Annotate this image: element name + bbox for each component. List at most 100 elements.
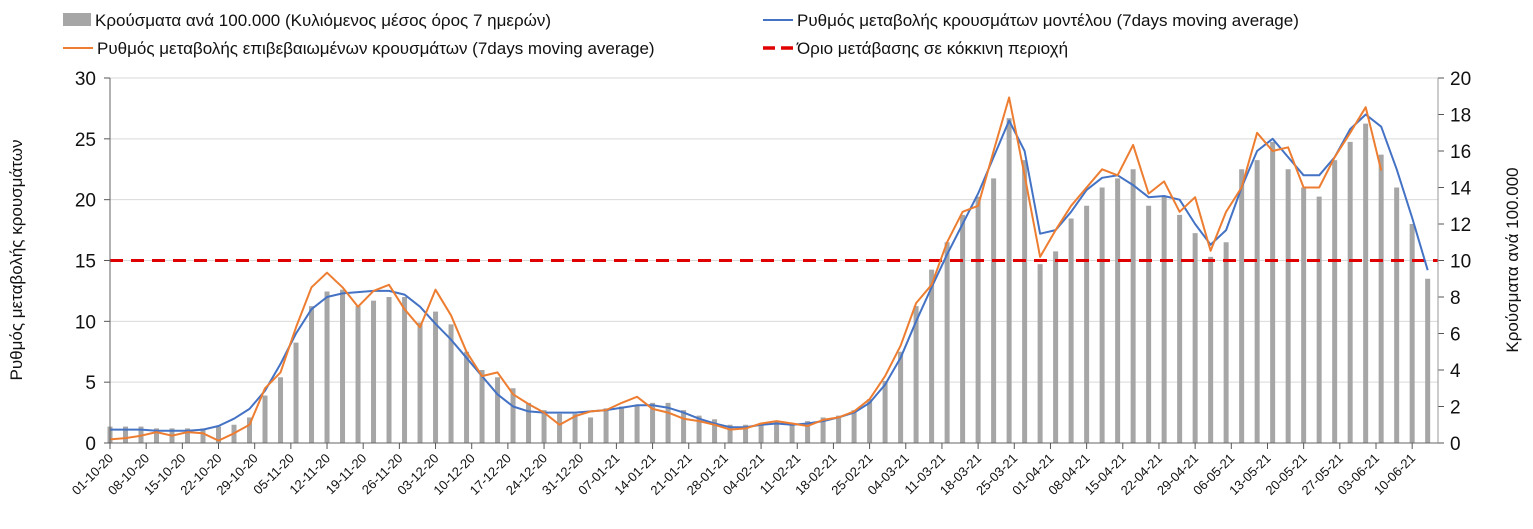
bar-cases bbox=[216, 426, 222, 443]
legend-label-cases: Κρούσματα ανά 100.000 (Κυλιόμενος μέσος … bbox=[95, 11, 551, 30]
bar-cases bbox=[1115, 178, 1121, 443]
bar-cases bbox=[650, 402, 656, 443]
y-right-tick-label: 4 bbox=[1450, 361, 1461, 382]
bar-cases bbox=[293, 342, 299, 443]
bar-cases bbox=[1347, 141, 1353, 443]
bar-cases bbox=[278, 377, 284, 443]
bar-cases bbox=[743, 424, 749, 443]
bar-cases bbox=[944, 242, 950, 443]
bar-cases bbox=[1332, 160, 1338, 443]
y-right-tick-label: 8 bbox=[1450, 288, 1461, 309]
y-axis-left-title: Ρυθμός μεταβολής κρουσμάτων bbox=[7, 140, 26, 381]
y-left-tick-label: 25 bbox=[75, 130, 96, 151]
bar-cases bbox=[1378, 154, 1384, 443]
y-right-tick-label: 20 bbox=[1450, 69, 1471, 90]
bar-cases bbox=[309, 306, 315, 443]
bar-cases bbox=[262, 395, 268, 443]
legend-label-threshold: Όριο μετάβασης σε κόκκινη περιοχή bbox=[796, 39, 1068, 58]
bar-cases bbox=[448, 324, 454, 443]
bar-cases bbox=[1239, 169, 1245, 443]
bar-cases bbox=[1146, 205, 1152, 443]
y-right-tick-label: 18 bbox=[1450, 106, 1471, 127]
bar-cases bbox=[851, 410, 857, 443]
bar-cases bbox=[1254, 160, 1260, 443]
y-right-tick-label: 6 bbox=[1450, 325, 1461, 346]
bar-cases bbox=[758, 422, 764, 443]
bar-cases bbox=[1208, 256, 1214, 443]
bar-cases bbox=[588, 417, 594, 443]
y-left-tick-label: 15 bbox=[75, 252, 96, 273]
y-right-tick-label: 0 bbox=[1450, 434, 1461, 455]
bar-cases bbox=[789, 422, 795, 443]
bar-cases bbox=[991, 178, 997, 443]
bar-cases bbox=[913, 306, 919, 443]
bar-cases bbox=[774, 421, 780, 443]
bar-cases bbox=[975, 196, 981, 443]
bar-cases bbox=[898, 351, 904, 443]
line-series bbox=[109, 96, 1429, 442]
legend-swatch-bar bbox=[63, 13, 91, 26]
bar-cases bbox=[1394, 187, 1400, 443]
bar-cases bbox=[495, 377, 501, 443]
bar-cases bbox=[696, 415, 702, 443]
legend-label-model: Ρυθμός μεταβολής κρουσμάτων μοντέλου (7d… bbox=[797, 11, 1299, 30]
y-right-tick-label: 14 bbox=[1450, 179, 1472, 200]
bar-cases bbox=[123, 426, 129, 443]
bar-cases bbox=[1022, 160, 1028, 443]
bar-cases bbox=[185, 428, 191, 443]
bar-cases bbox=[355, 306, 361, 443]
y-left-tick-label: 5 bbox=[85, 373, 96, 394]
bar-cases bbox=[433, 311, 439, 443]
bar-series-cases bbox=[107, 118, 1431, 444]
bar-cases bbox=[1068, 218, 1074, 443]
bar-cases bbox=[665, 402, 671, 443]
bar-cases bbox=[1409, 224, 1415, 443]
bar-cases bbox=[1130, 169, 1136, 443]
bar-cases bbox=[867, 399, 873, 443]
bar-cases bbox=[634, 404, 640, 443]
bar-cases bbox=[1037, 264, 1043, 443]
bar-cases bbox=[1053, 251, 1059, 443]
bar-cases bbox=[619, 406, 625, 443]
bar-cases bbox=[526, 402, 532, 443]
bar-cases bbox=[464, 351, 470, 443]
y-left-tick-label: 0 bbox=[85, 434, 96, 455]
bar-cases bbox=[1084, 205, 1090, 443]
bar-cases bbox=[960, 214, 966, 443]
bar-cases bbox=[417, 322, 423, 443]
bar-cases bbox=[386, 297, 392, 443]
bar-cases bbox=[1006, 118, 1012, 444]
bar-cases bbox=[712, 419, 718, 443]
line-model-rate bbox=[110, 113, 1429, 432]
legend-label-confirmed: Ρυθμός μεταβολής επιβεβαιωμένων κρουσμάτ… bbox=[97, 39, 655, 58]
bar-cases bbox=[541, 410, 547, 443]
bar-cases bbox=[1363, 123, 1369, 443]
bar-cases bbox=[1270, 141, 1276, 443]
y-left-tick-label: 30 bbox=[75, 69, 96, 90]
y-right-tick-label: 10 bbox=[1450, 252, 1471, 273]
bar-cases bbox=[200, 428, 206, 443]
bar-cases bbox=[1223, 242, 1229, 443]
bar-cases bbox=[1301, 187, 1307, 443]
bar-cases bbox=[681, 410, 687, 443]
y-right-tick-label: 12 bbox=[1450, 215, 1471, 236]
bar-cases bbox=[882, 380, 888, 443]
bar-cases bbox=[603, 408, 609, 443]
bar-cases bbox=[557, 413, 563, 443]
bar-cases bbox=[154, 428, 160, 443]
bar-cases bbox=[479, 370, 485, 443]
bar-cases bbox=[836, 415, 842, 443]
bar-cases bbox=[371, 300, 377, 443]
line-confirmed-rate bbox=[109, 96, 1383, 442]
y-axis-right-title: Κρούσματα ανά 100.000 bbox=[1503, 167, 1522, 352]
legend: Κρούσματα ανά 100.000 (Κυλιόμενος μέσος … bbox=[63, 11, 1299, 58]
bar-cases bbox=[510, 388, 516, 443]
bar-cases bbox=[324, 291, 330, 443]
bar-cases bbox=[402, 297, 408, 443]
bar-cases bbox=[805, 421, 811, 443]
y-left-tick-label: 20 bbox=[75, 191, 96, 212]
bar-cases bbox=[929, 269, 935, 443]
bar-cases bbox=[727, 424, 733, 443]
bar-cases bbox=[572, 413, 578, 443]
